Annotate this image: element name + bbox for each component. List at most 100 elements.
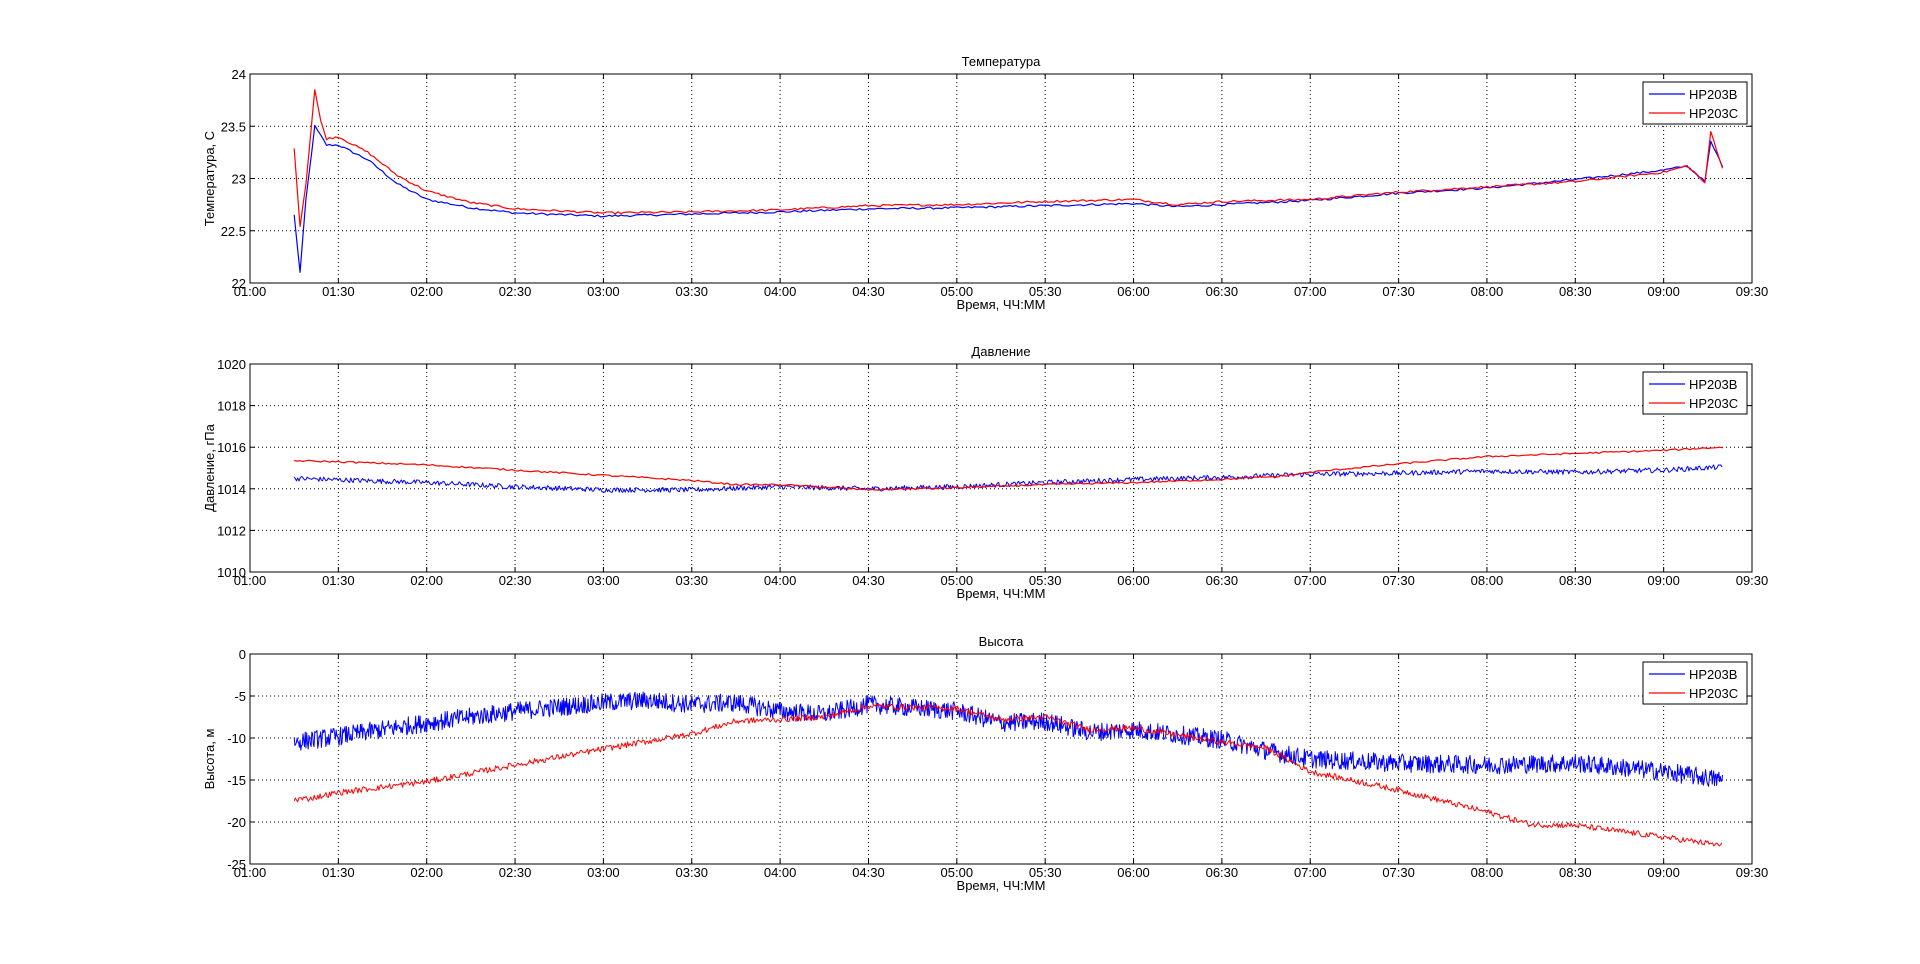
y-tick-label: 1016 [217, 440, 246, 455]
x-tick-label: 05:00 [941, 865, 974, 880]
x-tick-label: 05:30 [1029, 284, 1062, 299]
x-tick-label: 08:00 [1471, 865, 1504, 880]
x-tick-label: 09:00 [1647, 284, 1680, 299]
series-group [293, 89, 1724, 273]
x-tick-label: 07:00 [1294, 284, 1327, 299]
y-tick-label: -15 [227, 773, 246, 788]
y-tick-label: 22 [232, 276, 246, 291]
x-tick-label: 05:00 [941, 284, 974, 299]
legend-label: HP203C [1689, 686, 1738, 701]
x-tick-label: 05:30 [1029, 573, 1062, 588]
legend-label: HP203B [1689, 87, 1737, 102]
x-tick-label: 04:00 [764, 573, 797, 588]
x-tick-label: 03:00 [587, 284, 620, 299]
x-tick-label: 07:30 [1382, 284, 1415, 299]
x-tick-label: 01:00 [234, 865, 267, 880]
series-line-HP203B [293, 691, 1724, 787]
y-tick-label: -5 [234, 689, 246, 704]
x-tick-label: 07:00 [1294, 865, 1327, 880]
subplot-1: 01:00 01:30 02:00 02:30 03:00 03:30 04:00 04:30… [202, 54, 1768, 312]
x-axis-label: Время, ЧЧ:ММ [957, 586, 1046, 601]
x-axis-label: Время, ЧЧ:ММ [957, 297, 1046, 312]
x-tick-label: 09:00 [1647, 573, 1680, 588]
legend-box [1642, 81, 1748, 125]
x-tick-label: 01:30 [322, 865, 355, 880]
legend-label: HP203B [1689, 377, 1737, 392]
x-tick-label: 02:30 [499, 865, 532, 880]
x-tick-label: 06:30 [1206, 573, 1239, 588]
x-tick-label: 04:30 [852, 573, 885, 588]
plot-area [250, 654, 1752, 864]
axes-box [249, 653, 1753, 865]
x-tick-label: 03:30 [675, 865, 708, 880]
y-axis-label: Высота, м [202, 729, 217, 790]
x-tick-label: 09:30 [1736, 573, 1769, 588]
x-tick-label: 07:00 [1294, 573, 1327, 588]
chart-title: Высота [979, 634, 1024, 649]
x-tick-label: 05:00 [941, 573, 974, 588]
x-tick-label: 04:30 [852, 284, 885, 299]
subplot-2: 01:00 01:30 02:00 02:30 03:00 03:30 04:00 04:30… [202, 344, 1768, 601]
x-tick-label: 02:30 [499, 284, 532, 299]
series-line-HP203C [293, 703, 1723, 847]
x-tick-label: 04:00 [764, 865, 797, 880]
x-tick-label: 05:30 [1029, 865, 1062, 880]
chart-title: Температура [962, 54, 1042, 69]
y-tick-label: 23.5 [221, 119, 246, 134]
x-tick-label: 08:00 [1471, 573, 1504, 588]
series-line-HP203C [294, 446, 1723, 491]
y-tick-label: 1018 [217, 399, 246, 414]
y-tick-label: 1012 [217, 523, 246, 538]
plot-area [250, 74, 1752, 283]
y-tick-label: 1010 [217, 565, 246, 580]
y-tick-label: -10 [227, 731, 246, 746]
legend-label: HP203C [1689, 396, 1738, 411]
x-axis-label: Время, ЧЧ:ММ [957, 878, 1046, 893]
y-tick-label: 1014 [217, 482, 246, 497]
series-group [293, 691, 1724, 847]
x-tick-label: 02:00 [410, 284, 443, 299]
x-tick-label: 01:30 [322, 573, 355, 588]
subplot-3: 01:00 01:30 02:00 02:30 03:00 03:30 04:00 04:30… [202, 634, 1768, 893]
x-tick-label: 08:30 [1559, 573, 1592, 588]
y-tick-label: 24 [232, 67, 246, 82]
y-tick-label: -25 [227, 857, 246, 872]
chart-title: Давление [971, 344, 1030, 359]
x-tick-label: 02:00 [410, 865, 443, 880]
x-tick-label: 07:30 [1382, 865, 1415, 880]
legend-box [1642, 661, 1748, 705]
x-tick-label: 08:30 [1559, 865, 1592, 880]
x-tick-label: 06:00 [1117, 865, 1150, 880]
x-tick-label: 01:00 [234, 284, 267, 299]
x-tick-label: 09:30 [1736, 865, 1769, 880]
x-tick-label: 08:30 [1559, 284, 1592, 299]
plot-area [250, 364, 1752, 572]
y-tick-label: 23 [232, 172, 246, 187]
legend: HP203B HP203C [1642, 81, 1748, 125]
x-tick-label: 09:30 [1736, 284, 1769, 299]
x-tick-label: 04:00 [764, 284, 797, 299]
series-group [293, 446, 1723, 493]
x-tick-label: 04:30 [852, 865, 885, 880]
legend-box [1642, 371, 1748, 415]
y-axis-label: Температура, C [202, 131, 217, 226]
x-tick-label: 03:30 [675, 284, 708, 299]
legend: HP203B HP203C [1642, 371, 1748, 415]
y-tick-label: -20 [227, 815, 246, 830]
x-tick-label: 03:30 [675, 573, 708, 588]
x-tick-label: 01:30 [322, 284, 355, 299]
legend: HP203B HP203C [1642, 661, 1748, 705]
x-tick-label: 08:00 [1471, 284, 1504, 299]
legend-label: HP203C [1689, 106, 1738, 121]
legend-label: HP203B [1689, 667, 1737, 682]
x-tick-label: 02:30 [499, 573, 532, 588]
y-axis-label: Давление, гПа [202, 423, 217, 511]
y-tick-label: 22.5 [221, 224, 246, 239]
series-line-HP203B [293, 464, 1723, 493]
y-tick-label: 1020 [217, 357, 246, 372]
x-tick-label: 07:30 [1382, 573, 1415, 588]
y-tick-label: 0 [239, 647, 246, 662]
series-line-HP203C [293, 89, 1724, 228]
x-tick-label: 03:00 [587, 573, 620, 588]
x-tick-label: 06:30 [1206, 284, 1239, 299]
